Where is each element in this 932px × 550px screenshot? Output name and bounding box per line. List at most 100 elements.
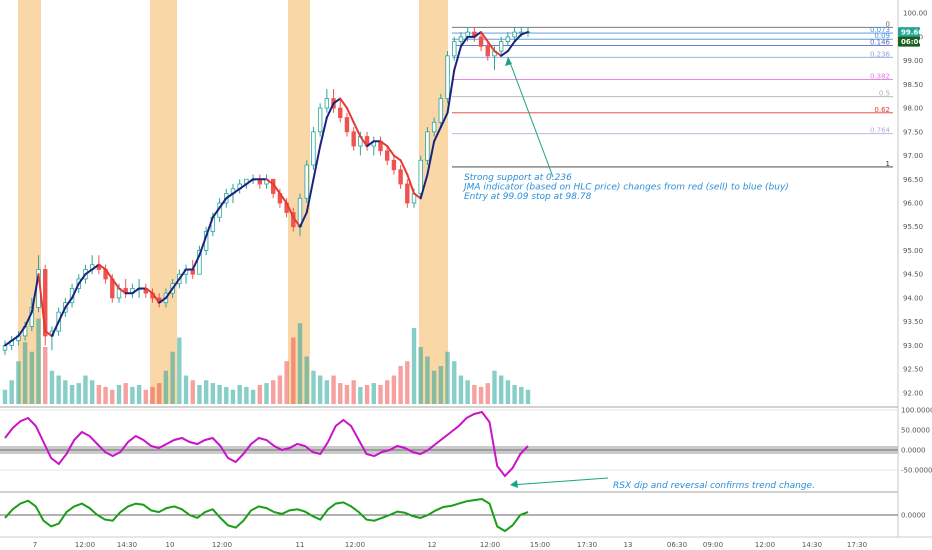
- volume-bar: [297, 323, 303, 404]
- jma-segment: [178, 268, 188, 280]
- volume-bar: [291, 337, 296, 404]
- time-tick-label: 17:30: [847, 541, 867, 549]
- volume-bar: [29, 351, 35, 404]
- volume-bar: [472, 385, 477, 404]
- jma-segment: [225, 192, 234, 200]
- candle-body: [384, 150, 390, 161]
- volume-bar: [405, 361, 410, 404]
- price-tick-label: 94.00: [903, 294, 923, 302]
- price-tick-label: 98.00: [903, 105, 923, 113]
- volume-bar: [431, 370, 437, 404]
- time-tick-label: 17:30: [577, 541, 597, 549]
- volume-bar: [49, 370, 55, 404]
- jma-segment: [493, 50, 503, 57]
- osc-tick-label: 0.0000: [901, 512, 926, 520]
- rsx-tick-label: 0.0000: [901, 447, 926, 455]
- volume-bar: [317, 375, 323, 404]
- jma-segment: [386, 145, 395, 157]
- annotation-arrowhead: [505, 57, 512, 66]
- volume-bar: [425, 356, 430, 404]
- fib-level-label: 0.382: [870, 73, 890, 81]
- jma-segment: [164, 287, 174, 299]
- jma-segment: [191, 254, 201, 271]
- volume-bar: [391, 375, 397, 404]
- jma-segment: [37, 273, 47, 333]
- jma-segment: [17, 325, 27, 337]
- time-tick-label: 14:30: [802, 541, 822, 549]
- candle-body: [398, 169, 403, 185]
- fib-level-label: 0: [886, 20, 890, 28]
- price-tick-label: 97.50: [903, 128, 923, 136]
- jma-segment: [406, 173, 416, 195]
- volume-bar: [69, 385, 75, 404]
- jma-segment: [426, 140, 436, 176]
- volume-bar: [43, 347, 48, 404]
- jma-segment: [44, 330, 53, 337]
- volume-bar: [16, 361, 21, 404]
- volume-bar: [110, 389, 115, 404]
- jma-segment: [366, 140, 375, 148]
- price-badge: [898, 36, 920, 47]
- fib-level-label: 0.09: [874, 32, 890, 40]
- volume-bar: [136, 385, 142, 404]
- price-tick-label: 96.00: [903, 200, 923, 208]
- volume-bar: [143, 389, 149, 404]
- jma-segment: [205, 216, 214, 238]
- annotation-text: Entry at 99.09 stop at 98.78: [464, 192, 592, 202]
- volume-bar: [519, 386, 524, 404]
- time-tick-label: 11: [296, 541, 305, 549]
- candle-body: [512, 31, 517, 38]
- volume-bar: [170, 351, 175, 404]
- price-tick-label: 93.00: [903, 342, 923, 350]
- candle-body: [351, 131, 356, 147]
- candle-body: [505, 36, 511, 43]
- candle-body: [317, 107, 323, 133]
- volume-bar: [257, 385, 262, 404]
- volume-bar: [76, 383, 81, 404]
- jma-segment: [218, 197, 228, 209]
- volume-bar: [438, 366, 444, 404]
- price-tick-label: 99.00: [903, 57, 923, 65]
- session-highlights: [18, 0, 448, 404]
- volume-bar: [465, 380, 470, 404]
- candle-body: [478, 36, 484, 47]
- volume-bar: [130, 386, 135, 404]
- volume-bar: [22, 342, 28, 404]
- volume-bar: [331, 375, 336, 404]
- jma-segment: [359, 135, 369, 148]
- volume-bar: [56, 375, 61, 404]
- time-tick-label: 15:00: [530, 541, 550, 549]
- volume-bar: [36, 318, 41, 404]
- jma-segment: [506, 40, 516, 53]
- candle-body: [519, 31, 524, 34]
- jma-segment: [459, 35, 469, 48]
- rsx-tick-label: 50.0000: [901, 427, 930, 435]
- volume-bar: [116, 385, 122, 404]
- candle-body: [445, 55, 450, 99]
- volume-bar: [197, 385, 202, 404]
- volume-bar: [277, 375, 283, 404]
- jma-indicator-line: [4, 31, 529, 347]
- jma-segment: [245, 178, 255, 186]
- candle-body: [418, 159, 423, 194]
- jma-segment: [104, 268, 114, 280]
- candle-body: [304, 164, 309, 199]
- candle-body: [438, 98, 444, 123]
- volume-bar: [2, 389, 8, 404]
- volume-bar: [264, 383, 269, 404]
- candle-body: [425, 131, 430, 161]
- candle-body: [458, 36, 464, 43]
- volume-bar: [311, 370, 316, 404]
- candle-body: [405, 183, 410, 204]
- volume-bar: [177, 337, 182, 404]
- price-badge-label: 06:06: [901, 38, 923, 46]
- jma-segment: [77, 273, 87, 285]
- jma-segment: [111, 277, 120, 290]
- volume-bar: [378, 385, 383, 404]
- jma-segment: [500, 50, 509, 57]
- volume-bar: [344, 385, 350, 404]
- jma-segment: [339, 97, 348, 110]
